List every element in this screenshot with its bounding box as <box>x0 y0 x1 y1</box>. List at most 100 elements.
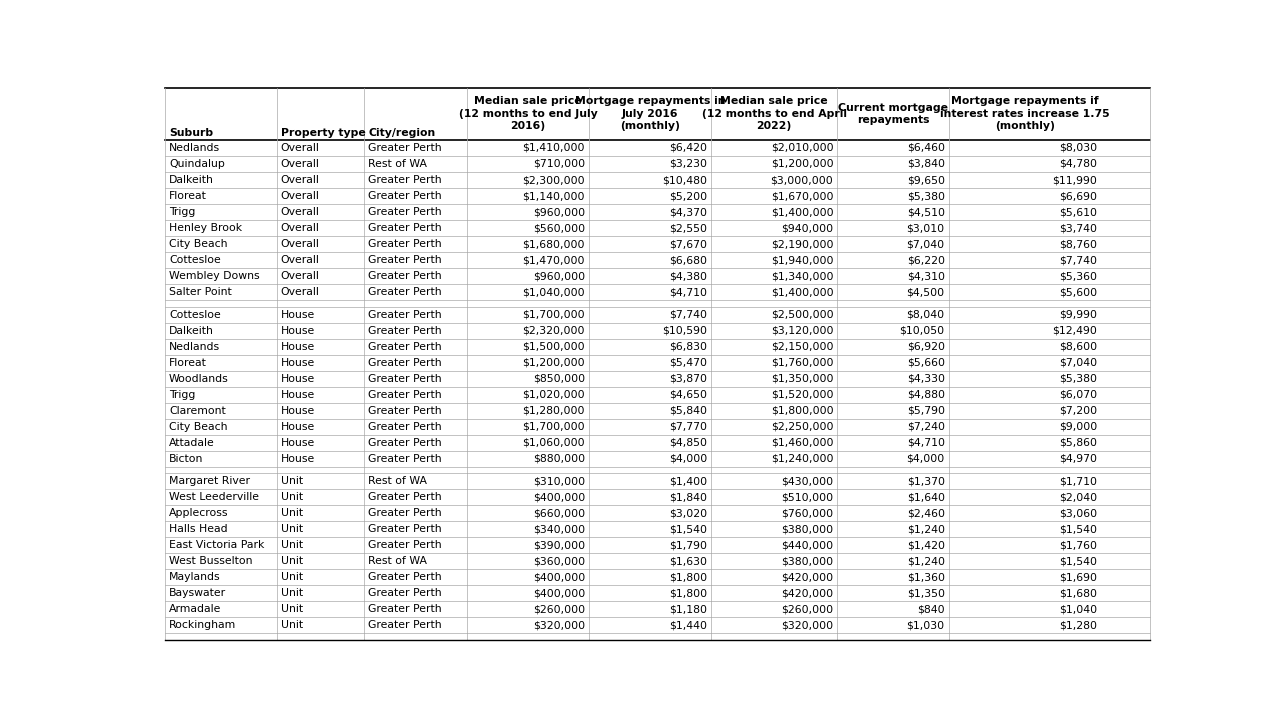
Text: $1,350: $1,350 <box>906 588 945 598</box>
Bar <box>165 300 1149 307</box>
Bar <box>165 284 1149 300</box>
Text: $3,060: $3,060 <box>1059 508 1097 518</box>
Text: $6,220: $6,220 <box>906 255 945 265</box>
Text: $1,420: $1,420 <box>906 540 945 550</box>
Bar <box>165 268 1149 284</box>
Bar <box>165 489 1149 505</box>
Text: $1,540: $1,540 <box>1060 524 1097 534</box>
Bar <box>165 451 1149 467</box>
Text: $1,440: $1,440 <box>669 620 708 630</box>
Text: $1,940,000: $1,940,000 <box>771 255 833 265</box>
Text: Mortgage repayments if
interest rates increase 1.75
(monthly): Mortgage repayments if interest rates in… <box>940 96 1110 131</box>
Text: Wembley Downs: Wembley Downs <box>169 271 260 281</box>
Bar <box>165 601 1149 617</box>
Text: $5,860: $5,860 <box>1060 438 1097 448</box>
Text: Bayswater: Bayswater <box>169 588 227 598</box>
Bar <box>165 172 1149 188</box>
Bar <box>165 338 1149 354</box>
Text: $7,240: $7,240 <box>906 422 945 432</box>
Text: $960,000: $960,000 <box>532 207 585 217</box>
Text: Unit: Unit <box>280 620 303 630</box>
Text: $7,740: $7,740 <box>669 310 708 320</box>
Text: $380,000: $380,000 <box>781 524 833 534</box>
Text: $7,040: $7,040 <box>906 239 945 249</box>
Text: $2,190,000: $2,190,000 <box>771 239 833 249</box>
Text: $1,680: $1,680 <box>1060 588 1097 598</box>
Text: East Victoria Park: East Victoria Park <box>169 540 264 550</box>
Text: $840: $840 <box>916 604 945 614</box>
Text: $1,670,000: $1,670,000 <box>771 191 833 201</box>
Text: $510,000: $510,000 <box>781 492 833 502</box>
Text: House: House <box>280 341 315 351</box>
Text: $360,000: $360,000 <box>532 557 585 566</box>
Text: House: House <box>280 454 315 464</box>
Text: $7,740: $7,740 <box>1060 255 1097 265</box>
Text: $2,250,000: $2,250,000 <box>771 422 833 432</box>
Text: $5,200: $5,200 <box>669 191 708 201</box>
Text: $5,360: $5,360 <box>1060 271 1097 281</box>
Text: $340,000: $340,000 <box>532 524 585 534</box>
Text: $1,680,000: $1,680,000 <box>522 239 585 249</box>
Text: $1,460,000: $1,460,000 <box>771 438 833 448</box>
Text: Greater Perth: Greater Perth <box>369 223 442 233</box>
Text: Claremont: Claremont <box>169 405 225 415</box>
Text: Nedlands: Nedlands <box>169 341 220 351</box>
Text: $380,000: $380,000 <box>781 557 833 566</box>
Text: Dalkeith: Dalkeith <box>169 325 214 336</box>
Text: Floreat: Floreat <box>169 358 207 368</box>
Bar <box>165 553 1149 570</box>
Text: Margaret River: Margaret River <box>169 476 250 486</box>
Text: $1,360: $1,360 <box>906 572 945 582</box>
Text: Woodlands: Woodlands <box>169 374 229 384</box>
Bar <box>165 537 1149 553</box>
Bar <box>165 505 1149 521</box>
Text: Greater Perth: Greater Perth <box>369 207 442 217</box>
Text: Greater Perth: Greater Perth <box>369 191 442 201</box>
Text: $5,470: $5,470 <box>669 358 708 368</box>
Text: Maylands: Maylands <box>169 572 220 582</box>
Bar <box>165 252 1149 268</box>
Text: $1,630: $1,630 <box>669 557 708 566</box>
Text: Overall: Overall <box>280 223 320 233</box>
Text: $1,400,000: $1,400,000 <box>771 287 833 297</box>
Text: $3,870: $3,870 <box>669 374 708 384</box>
Text: $260,000: $260,000 <box>532 604 585 614</box>
Text: $3,000,000: $3,000,000 <box>771 175 833 185</box>
Text: City/region: City/region <box>369 128 435 138</box>
Text: $1,800,000: $1,800,000 <box>771 405 833 415</box>
Bar <box>165 156 1149 172</box>
Text: $4,510: $4,510 <box>906 207 945 217</box>
Text: $3,010: $3,010 <box>906 223 945 233</box>
Text: $12,490: $12,490 <box>1052 325 1097 336</box>
Bar <box>165 418 1149 435</box>
Text: Suburb: Suburb <box>169 128 212 138</box>
Text: Bicton: Bicton <box>169 454 204 464</box>
Text: Rest of WA: Rest of WA <box>369 476 428 486</box>
Text: Overall: Overall <box>280 191 320 201</box>
Text: Greater Perth: Greater Perth <box>369 175 442 185</box>
Bar <box>165 236 1149 252</box>
Text: House: House <box>280 374 315 384</box>
Text: Unit: Unit <box>280 508 303 518</box>
Text: Greater Perth: Greater Perth <box>369 358 442 368</box>
Text: Overall: Overall <box>280 159 320 169</box>
Text: $320,000: $320,000 <box>532 620 585 630</box>
Text: Henley Brook: Henley Brook <box>169 223 242 233</box>
Text: House: House <box>280 310 315 320</box>
Text: Attadale: Attadale <box>169 438 215 448</box>
Text: Unit: Unit <box>280 604 303 614</box>
Text: Unit: Unit <box>280 540 303 550</box>
Text: Halls Head: Halls Head <box>169 524 228 534</box>
Text: $1,240: $1,240 <box>906 524 945 534</box>
Text: $1,410,000: $1,410,000 <box>522 143 585 153</box>
Text: $1,040,000: $1,040,000 <box>522 287 585 297</box>
Text: $440,000: $440,000 <box>781 540 833 550</box>
Text: $6,420: $6,420 <box>669 143 708 153</box>
Text: $6,920: $6,920 <box>906 341 945 351</box>
Text: $1,710: $1,710 <box>1060 476 1097 486</box>
Bar <box>165 521 1149 537</box>
Text: $4,880: $4,880 <box>906 390 945 400</box>
Bar <box>165 435 1149 451</box>
Bar <box>165 140 1149 156</box>
Text: House: House <box>280 438 315 448</box>
